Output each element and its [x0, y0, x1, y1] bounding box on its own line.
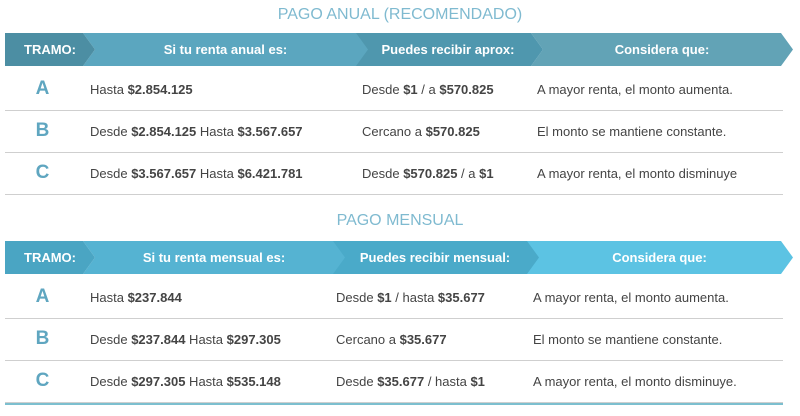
annual-header: TRAMO: Si tu renta anual es: Puedes recibi…: [5, 33, 793, 66]
renta-text: Hasta: [185, 331, 227, 347]
considera-cell: A mayor renta, el monto disminuye.: [533, 373, 737, 389]
renta-text: $237.844: [127, 289, 182, 305]
tramo-letter: A: [35, 286, 50, 307]
renta-text: Desde: [90, 165, 132, 181]
renta-text: $3.567.657: [131, 165, 197, 181]
recibir-cell: Cercano a $570.825: [362, 110, 480, 152]
recibir-text: $570.825: [403, 165, 458, 181]
recibir-cell: Desde $35.677 / hasta $1: [336, 360, 485, 402]
considera-cell: El monto se mantiene constante.: [533, 331, 723, 347]
recibir-text: / a: [457, 165, 480, 181]
renta-text: Hasta: [196, 123, 238, 139]
recibir-text: $570.825: [425, 123, 480, 139]
recibir-text: Desde: [362, 165, 404, 181]
renta-text: $2.854.125: [127, 81, 193, 97]
header-recibir: Puedes recibir aprox:: [353, 33, 543, 66]
recibir-cell: Desde $1 / hasta $35.677: [336, 276, 485, 318]
renta-text: Hasta: [196, 165, 238, 181]
table-row: C Desde $3.567.657 Hasta $6.421.781 Desde …: [5, 152, 783, 195]
tramo-letter: B: [35, 328, 50, 349]
header-considera: Considera que:: [526, 241, 793, 274]
header-renta: Si tu renta anual es:: [83, 33, 368, 66]
renta-text: Hasta: [90, 81, 128, 97]
recibir-text: $1: [403, 81, 418, 97]
monthly-header: TRAMO: Si tu renta mensual es: Puedes reci…: [5, 241, 793, 274]
renta-cell: Hasta $237.844: [90, 276, 182, 318]
renta-cell: Desde $3.567.657 Hasta $6.421.781: [90, 152, 303, 194]
recibir-cell: Cercano a $35.677: [336, 318, 447, 360]
monthly-divider: [5, 403, 783, 405]
renta-text: $535.148: [226, 373, 281, 389]
recibir-text: $35.677: [399, 331, 447, 347]
renta-text: Desde: [90, 123, 132, 139]
recibir-text: $1: [377, 289, 392, 305]
recibir-text: / hasta: [424, 373, 471, 389]
considera-cell: El monto se mantiene constante.: [537, 123, 727, 139]
renta-text: $297.305: [131, 373, 186, 389]
considera-cell: A mayor renta, el monto aumenta.: [533, 289, 729, 305]
table-row: C Desde $297.305 Hasta $535.148 Desde $35.…: [5, 360, 783, 403]
renta-cell: Desde $2.854.125 Hasta $3.567.657: [90, 110, 303, 152]
tramo-letter: C: [35, 370, 50, 391]
recibir-text: $35.677: [377, 373, 425, 389]
renta-cell: Desde $237.844 Hasta $297.305: [90, 318, 281, 360]
header-tramo: TRAMO:: [5, 241, 95, 274]
monthly-title: PAGO MENSUAL: [336, 212, 464, 229]
recibir-text: $1: [470, 373, 485, 389]
recibir-text: / a: [417, 81, 440, 97]
recibir-text: Desde: [362, 81, 404, 97]
header-recibir: Puedes recibir mensual:: [331, 241, 539, 274]
tramo-letter: C: [35, 162, 50, 183]
header-renta: Si tu renta mensual es:: [83, 241, 345, 274]
recibir-cell: Desde $570.825 / a $1: [362, 152, 494, 194]
recibir-text: Cercano a: [336, 331, 400, 347]
table-row: B Desde $237.844 Hasta $297.305 Cercano a …: [5, 318, 783, 361]
recibir-cell: Desde $1 / a $570.825: [362, 68, 494, 110]
recibir-text: $570.825: [439, 81, 494, 97]
renta-text: Hasta: [90, 289, 128, 305]
annual-title: PAGO ANUAL (RECOMENDADO): [277, 6, 523, 23]
header-considera: Considera que:: [531, 33, 793, 66]
renta-text: $6.421.781: [237, 165, 303, 181]
renta-text: Hasta: [185, 373, 227, 389]
recibir-text: Desde: [336, 373, 378, 389]
recibir-text: Cercano a: [362, 123, 426, 139]
tramo-letter: B: [35, 120, 50, 141]
renta-text: $3.567.657: [237, 123, 303, 139]
table-row: A Hasta $2.854.125 Desde $1 / a $570.825 A …: [5, 68, 783, 111]
renta-text: $237.844: [131, 331, 186, 347]
tramo-letter: A: [35, 78, 50, 99]
considera-cell: A mayor renta, el monto aumenta.: [537, 81, 733, 97]
recibir-text: $1: [479, 165, 494, 181]
renta-text: $297.305: [226, 331, 281, 347]
renta-cell: Hasta $2.854.125: [90, 68, 193, 110]
table-row: A Hasta $237.844 Desde $1 / hasta $35.677 A…: [5, 276, 783, 319]
recibir-text: Desde: [336, 289, 378, 305]
considera-cell: A mayor renta, el monto disminuye: [537, 165, 738, 181]
renta-text: $2.854.125: [131, 123, 197, 139]
renta-text: Desde: [90, 373, 132, 389]
renta-text: Desde: [90, 331, 132, 347]
recibir-text: / hasta: [391, 289, 438, 305]
table-row: B Desde $2.854.125 Hasta $3.567.657 Cercan…: [5, 110, 783, 153]
header-tramo: TRAMO:: [5, 33, 95, 66]
recibir-text: $35.677: [437, 289, 485, 305]
renta-cell: Desde $297.305 Hasta $535.148: [90, 360, 281, 402]
